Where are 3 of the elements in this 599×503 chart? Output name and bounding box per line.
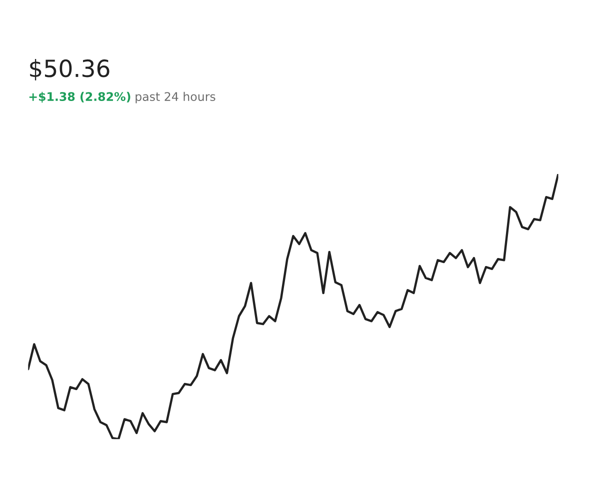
chart-subtitle: $50.36	[30, 58, 110, 80]
text: +$1.38 (2.82%)	[29, 92, 130, 103]
text: past 24 hours	[136, 92, 216, 104]
